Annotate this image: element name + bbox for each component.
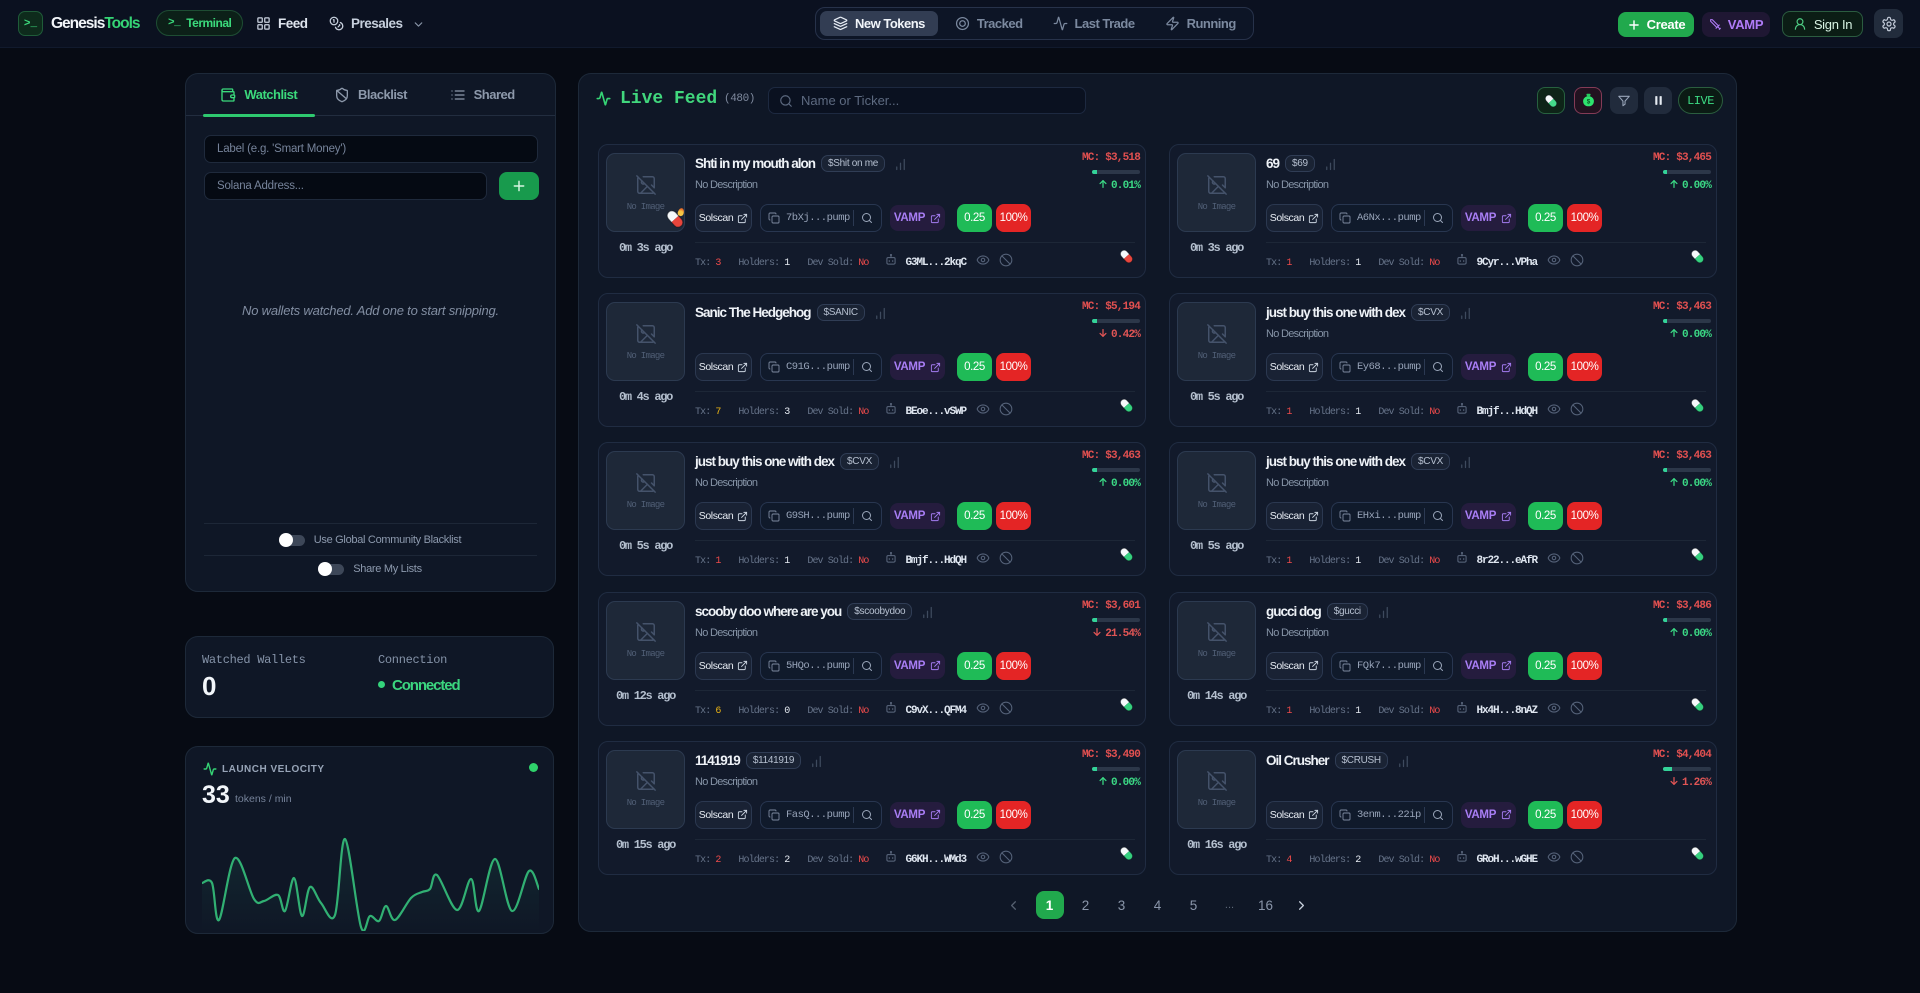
svg-text:$: $ xyxy=(1586,99,1590,106)
